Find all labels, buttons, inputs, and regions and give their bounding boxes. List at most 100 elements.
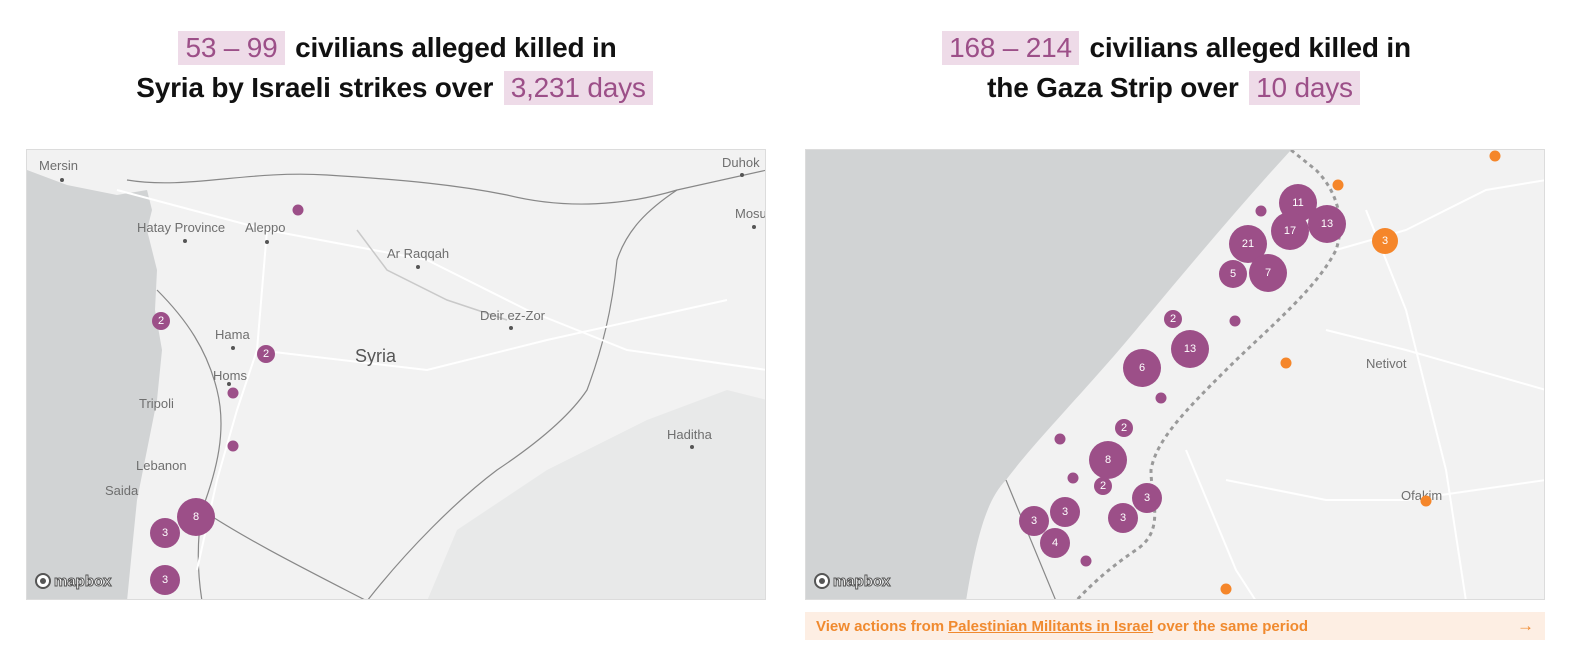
banner-prefix: View actions from [816, 617, 945, 635]
bubble-dot[interactable] [1255, 205, 1267, 217]
label-deir: Deir ez-Zor [480, 308, 546, 323]
gaza-map[interactable]: Netivot Ofakim 3 11 13 17 [805, 149, 1545, 600]
syria-range-highlight: 53 – 99 [178, 31, 285, 65]
label-mosul: Mosu [735, 206, 766, 221]
bubble-2a[interactable] [1164, 310, 1182, 328]
bubble-13a[interactable] [1308, 205, 1346, 243]
bubble-21-label: 21 [1242, 238, 1254, 250]
bubble-dot[interactable] [1155, 392, 1167, 404]
river-euphrates [356, 229, 508, 321]
label-aleppo: Aleppo [245, 220, 285, 235]
road-2 [1365, 209, 1467, 599]
bubble-17[interactable] [1271, 212, 1309, 250]
related-actions-banner[interactable]: View actions from Palestinian Militants … [805, 612, 1545, 640]
bubble-5[interactable] [1219, 260, 1247, 288]
syria-duration-highlight: 3,231 days [503, 71, 653, 105]
mapbox-logo-text: mapbox [833, 572, 892, 590]
bubble-8[interactable] [1089, 441, 1127, 479]
bubble-dot[interactable] [1229, 315, 1241, 327]
city-dot-homs [227, 382, 231, 386]
bubble-7-label: 7 [1265, 267, 1271, 279]
label-saida: Saida [105, 483, 139, 498]
bubble-2b-label: 2 [1121, 422, 1127, 434]
turkey-border [126, 169, 765, 205]
label-lebanon: Lebanon [136, 458, 187, 473]
bubble-dot[interactable] [292, 204, 304, 216]
orange-dot[interactable] [1220, 583, 1232, 595]
road-3 [1325, 329, 1544, 391]
bubble-11-label: 11 [1292, 197, 1303, 209]
city-dot-duhok [740, 173, 744, 177]
bubble-3b-label: 3 [162, 574, 168, 586]
israel-markers: 3 [1220, 150, 1501, 595]
syria-map[interactable]: Mersin Hatay Province Aleppo Ar Raqqah D… [26, 149, 766, 600]
syria-headline-text-2: Syria by Israeli strikes over [136, 72, 494, 103]
bubble-7[interactable] [1249, 254, 1287, 292]
orange-bubble-3[interactable] [1372, 228, 1398, 254]
bubble-3d[interactable] [1108, 503, 1138, 533]
label-ofakim: Ofakim [1401, 488, 1442, 503]
iraq-border [367, 189, 678, 599]
mapbox-logo[interactable]: mapbox [35, 571, 112, 591]
bubble-3b[interactable] [1050, 497, 1080, 527]
gaza-range-highlight: 168 – 214 [942, 31, 1079, 65]
bubble-3a[interactable] [1132, 483, 1162, 513]
bubble-8-label: 8 [193, 511, 199, 523]
banner-link[interactable]: Palestinian Militants in Israel [948, 617, 1154, 635]
bubble-6[interactable] [1123, 349, 1161, 387]
bubble-dot[interactable] [227, 440, 239, 452]
orange-dot[interactable] [1280, 357, 1292, 369]
label-homs: Homs [213, 368, 247, 383]
city-dot-aleppo [265, 240, 269, 244]
road-1 [116, 189, 765, 371]
mapbox-logo-icon [814, 573, 830, 589]
label-duhok: Duhok [722, 155, 760, 170]
city-dot-haditha [690, 445, 694, 449]
gaza-headline-text-2: the Gaza Strip over [987, 72, 1239, 103]
bubble-3b-label: 3 [1062, 506, 1068, 518]
label-netivot: Netivot [1366, 356, 1407, 371]
city-dot-deir [509, 326, 513, 330]
bubble-17-label: 17 [1284, 225, 1296, 237]
label-hatay: Hatay Province [137, 220, 225, 235]
bubble-4[interactable] [1040, 528, 1070, 558]
orange-dot[interactable] [1489, 150, 1501, 162]
bubble-2a[interactable] [152, 312, 170, 330]
bubble-3c-label: 3 [1031, 515, 1037, 527]
arrow-right-icon[interactable]: → [1517, 616, 1534, 635]
mapbox-logo-text: mapbox [54, 572, 113, 590]
bubble-2b[interactable] [257, 345, 275, 363]
bubble-3a-label: 3 [162, 527, 168, 539]
mapbox-logo[interactable]: mapbox [814, 571, 891, 591]
bubble-dot[interactable] [1067, 472, 1079, 484]
bubble-3a-label: 3 [1144, 492, 1150, 504]
orange-dot[interactable] [1420, 495, 1432, 507]
bubble-2c[interactable] [1094, 477, 1112, 495]
bubble-3a[interactable] [150, 518, 180, 548]
bubble-21[interactable] [1229, 225, 1267, 263]
road-1 [1335, 179, 1544, 251]
bubble-3b[interactable] [150, 565, 180, 595]
city-dot-hatay [183, 239, 187, 243]
gaza-headline: 168 – 214 civilians alleged killed in th… [805, 28, 1545, 108]
road-4 [1225, 479, 1544, 501]
bubble-8[interactable] [177, 498, 215, 536]
road-3 [256, 299, 728, 372]
bubble-13b[interactable] [1171, 330, 1209, 368]
bubble-dot[interactable] [1080, 555, 1092, 567]
city-dot-hama [231, 346, 235, 350]
bubble-3c[interactable] [1019, 506, 1049, 536]
sea-shape [806, 150, 1291, 599]
gaza-bubbles: 11 13 17 21 5 7 2 13 6 2 [1019, 184, 1346, 567]
sea-shape [27, 170, 162, 599]
bubble-2a-label: 2 [158, 315, 164, 327]
bubble-dot[interactable] [1054, 433, 1066, 445]
egypt-border [1005, 479, 1056, 599]
syria-headline-text-1: civilians alleged killed in [295, 32, 617, 63]
label-haditha: Haditha [667, 427, 713, 442]
label-syria: Syria [355, 346, 397, 366]
bubble-13b-label: 13 [1184, 343, 1196, 355]
orange-dot[interactable] [1332, 179, 1344, 191]
bubble-dot[interactable] [227, 387, 239, 399]
bubble-2b[interactable] [1115, 419, 1133, 437]
